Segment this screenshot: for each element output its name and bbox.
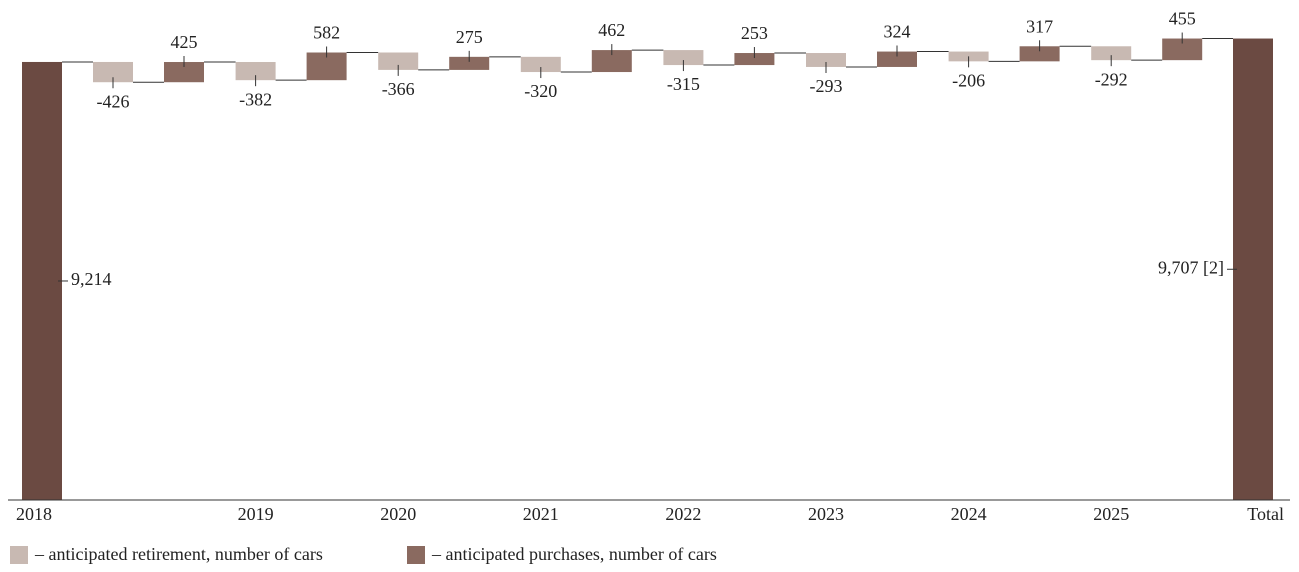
value-label: 317 xyxy=(1026,16,1053,36)
value-label: 275 xyxy=(456,27,483,47)
legend-swatch xyxy=(407,546,425,564)
bar xyxy=(1019,46,1060,62)
bar xyxy=(378,52,419,70)
value-label: 9,214 xyxy=(71,269,112,289)
bar xyxy=(877,51,917,67)
value-label: -366 xyxy=(382,79,415,99)
value-label: -320 xyxy=(524,81,557,101)
value-label: 582 xyxy=(313,23,340,43)
value-label: -293 xyxy=(810,76,843,96)
bar xyxy=(22,61,62,501)
bar xyxy=(1162,38,1203,61)
value-label: -292 xyxy=(1095,69,1128,89)
x-tick-label: 2021 xyxy=(523,504,559,524)
legend-label: – anticipated retirement, number of cars xyxy=(34,544,323,564)
bar xyxy=(93,61,133,83)
value-label: 462 xyxy=(598,20,625,40)
bar xyxy=(520,56,561,73)
bar xyxy=(1091,46,1132,61)
legend-swatch xyxy=(10,546,28,564)
value-label: -206 xyxy=(952,70,985,90)
value-label: 324 xyxy=(884,22,911,42)
value-label: 9,707 [2] xyxy=(1158,257,1224,277)
bar xyxy=(663,50,704,66)
value-label: -315 xyxy=(667,74,700,94)
legend-label: – anticipated purchases, number of cars xyxy=(431,544,717,564)
bar xyxy=(591,50,632,73)
x-tick-label: 2019 xyxy=(238,504,274,524)
x-tick-label: Total xyxy=(1247,504,1284,524)
x-tick-label: 2024 xyxy=(951,504,987,524)
value-label: 253 xyxy=(741,23,768,43)
value-label: 425 xyxy=(171,32,198,52)
bar xyxy=(1233,38,1273,500)
bar xyxy=(734,53,775,66)
bar xyxy=(806,53,846,67)
x-tick-label: 2020 xyxy=(380,504,416,524)
bar xyxy=(235,62,276,81)
bar xyxy=(164,62,204,83)
x-tick-label: 2025 xyxy=(1093,504,1129,524)
bar xyxy=(449,56,490,70)
x-tick-label: 2023 xyxy=(808,504,844,524)
x-tick-label: 2022 xyxy=(665,504,701,524)
value-label: 455 xyxy=(1169,9,1196,29)
value-label: -382 xyxy=(239,89,272,109)
x-tick-label: 2018 xyxy=(16,504,52,524)
value-label: -426 xyxy=(97,91,130,111)
